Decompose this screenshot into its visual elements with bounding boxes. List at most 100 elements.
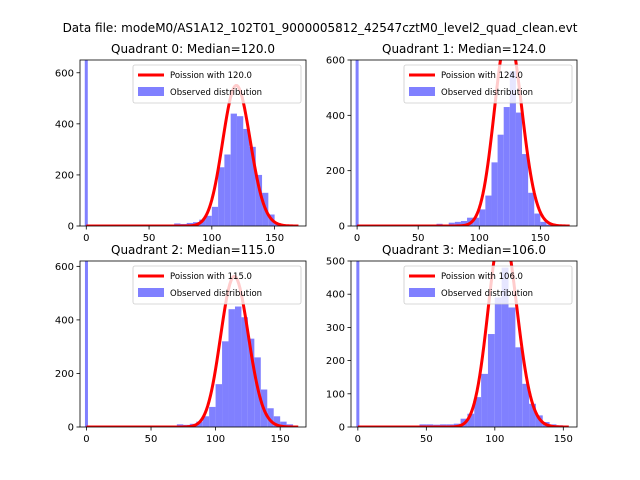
quadrant-2-x-tick-label: 0 xyxy=(83,434,89,445)
quadrant-3-poisson-curve xyxy=(357,261,569,427)
quadrant-2-plot-area xyxy=(84,261,299,427)
quadrant-2-legend-observed-label: Observed distribution xyxy=(170,289,262,299)
quadrant-1-histogram-bar xyxy=(540,221,547,226)
quadrant-3-legend-observed-swatch xyxy=(409,288,435,297)
quadrant-3-histogram-bar xyxy=(467,413,475,427)
quadrant-3-legend-box xyxy=(403,265,573,305)
quadrant-1-histogram-bar xyxy=(503,107,510,226)
quadrant-0-y-tick-label: 0 xyxy=(68,222,74,233)
quadrant-2-y-tick-label: 200 xyxy=(55,369,74,380)
quadrant-1-y-tick-label: 400 xyxy=(326,111,345,122)
quadrant-0-histogram-bar xyxy=(224,154,231,226)
quadrant-1-legend-observed-label: Observed distribution xyxy=(441,88,533,98)
quadrant-1-legend-poisson-label: Poission with 124.0 xyxy=(441,71,523,81)
quadrant-2-legend-box xyxy=(132,265,302,305)
quadrant-2-legend-poisson-label: Poission with 115.0 xyxy=(170,272,252,282)
quadrant-3-histogram-bar xyxy=(501,267,509,427)
quadrant-2-y-tick-label: 0 xyxy=(68,423,74,434)
quadrant-2-histogram-bar xyxy=(280,421,287,427)
quadrant-2-y-tick-label: 400 xyxy=(55,315,74,326)
quadrant-2-legend-observed-swatch xyxy=(138,288,164,297)
quadrant-3-histogram-bar xyxy=(515,347,523,427)
quadrant-3-legend-poisson-label: Poission with 106.0 xyxy=(441,272,523,282)
quadrant-0-legend-poisson-label: Poission with 120.0 xyxy=(170,71,252,81)
quadrant-3-y-tick-label: 300 xyxy=(326,323,345,334)
quadrant-1-y-tick-label: 200 xyxy=(326,166,345,177)
quadrant-2-histogram-bar xyxy=(222,341,229,427)
quadrant-3-histogram-bar xyxy=(535,415,543,427)
quadrant-1-histogram-bar xyxy=(491,162,498,226)
quadrant-2-histogram-bar xyxy=(196,421,203,427)
quadrant-0-axes-frame xyxy=(79,59,307,227)
quadrant-3-x-tick-label: 150 xyxy=(554,434,573,445)
quadrant-3-zero-bin xyxy=(356,261,360,427)
quadrant-1-legend-observed-swatch xyxy=(409,87,435,96)
quadrant-3-histogram-bar xyxy=(508,307,516,427)
quadrant-3-title: Quadrant 3: Median=106.0 xyxy=(382,243,546,257)
quadrant-0-x-tick-label: 50 xyxy=(143,233,156,244)
quadrant-3-legend-observed-label: Observed distribution xyxy=(441,289,533,299)
quadrant-1-y-tick-label: 600 xyxy=(326,56,345,67)
quadrant-1-poisson-curve xyxy=(356,60,570,226)
quadrant-1-x-tick-label: 150 xyxy=(531,233,550,244)
quadrant-3-histogram-bar xyxy=(522,383,530,427)
quadrant-0-histogram-bar xyxy=(205,215,212,226)
quadrant-2-poisson-curve xyxy=(86,274,299,427)
quadrant-0-histogram-bar xyxy=(236,116,244,226)
quadrant-1-zero-bin xyxy=(355,60,359,226)
quadrant-1-histogram-bar xyxy=(534,213,541,226)
quadrant-2-histogram-bar xyxy=(241,317,248,427)
quadrant-1-title: Quadrant 1: Median=124.0 xyxy=(382,42,546,56)
quadrant-3-histogram-bar xyxy=(494,297,502,427)
quadrant-2-histogram-bar xyxy=(273,416,281,427)
quadrant-0-panel: 0 50 100 150 0 200 400 600 Quadrant 0: Median=12… xyxy=(55,42,307,244)
quadrant-3-histogram-bar xyxy=(474,397,482,427)
quadrant-0-x-tick-label: 100 xyxy=(202,233,221,244)
quadrant-2-histogram-bar xyxy=(215,384,223,427)
quadrant-0-y-tick-label: 400 xyxy=(55,119,74,130)
quadrant-1-histogram-bar xyxy=(485,195,492,226)
quadrant-2-histogram-bar xyxy=(234,306,242,427)
quadrant-2-x-tick-label: 100 xyxy=(206,434,225,445)
quadrant-0-title: Quadrant 0: Median=120.0 xyxy=(111,42,275,56)
quadrant-1-histogram-bar xyxy=(448,222,455,226)
quadrant-1-histogram-bar xyxy=(454,221,461,226)
quadrant-1-x-tick-label: 100 xyxy=(470,233,489,244)
quadrant-0-y-tick-label: 200 xyxy=(55,170,74,181)
quadrant-3-x-tick-label: 0 xyxy=(355,434,361,445)
quadrant-2-histogram-bar xyxy=(247,338,255,427)
quadrant-2-zero-bin xyxy=(84,261,88,427)
quadrant-2-histogram-bar xyxy=(202,416,210,427)
quadrant-0-x-tick-label: 0 xyxy=(83,233,89,244)
quadrant-0-y-tick-label: 600 xyxy=(55,68,74,79)
quadrant-1-histogram-bar xyxy=(473,217,480,226)
quadrant-2-histogram-bar xyxy=(267,408,274,427)
quadrant-1-legend-box xyxy=(403,64,573,104)
quadrant-2-axes-frame xyxy=(79,260,307,428)
quadrant-0-histogram-bar xyxy=(211,206,219,226)
quadrant-3-plot-area xyxy=(356,261,569,427)
quadrant-2-title: Quadrant 2: Median=115.0 xyxy=(111,243,275,257)
quadrant-2-y-tick-label: 600 xyxy=(55,262,74,273)
quadrant-1-histogram-bar xyxy=(460,221,468,226)
quadrant-1-histogram-bar xyxy=(479,209,486,226)
quadrant-3-histogram-bar xyxy=(481,373,488,427)
quadrant-3-histogram-bar xyxy=(487,334,495,427)
quadrant-0-histogram-bar xyxy=(230,113,237,226)
quadrant-3-histogram-bar xyxy=(529,403,536,427)
quadrant-2-histogram-bar xyxy=(228,309,235,427)
quadrant-0-histogram-bar xyxy=(243,128,250,226)
quadrant-1-plot-area xyxy=(355,60,570,226)
quadrant-0-histogram-bar xyxy=(218,167,225,226)
quadrant-3-x-tick-label: 100 xyxy=(485,434,504,445)
quadrant-0-legend-box xyxy=(132,64,302,104)
quadrant-2-histogram-bar xyxy=(209,406,216,427)
quadrant-0-histogram-bar xyxy=(255,174,263,226)
quadrant-0-plot-area xyxy=(84,60,299,226)
quadrant-1-panel: 0 50 100 150 0 200 400 600 Quadrant 1: Median=12… xyxy=(326,42,578,244)
quadrant-1-histogram-bar xyxy=(515,112,523,226)
quadrant-2-x-tick-label: 50 xyxy=(145,434,158,445)
quadrant-0-legend-observed-swatch xyxy=(138,87,164,96)
quadrant-3-y-tick-label: 200 xyxy=(326,356,345,367)
